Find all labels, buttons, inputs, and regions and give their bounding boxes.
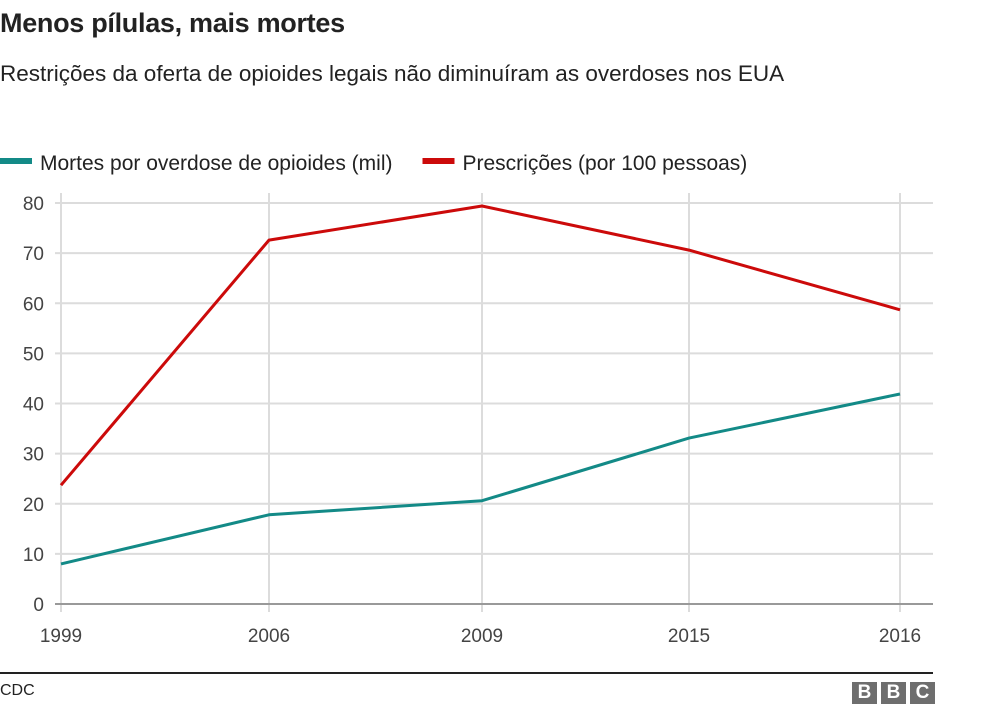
y-tick-label: 30 [23, 445, 44, 466]
x-tick-label: 2016 [879, 626, 921, 647]
legend-label: Prescrições (por 100 pessoas) [463, 152, 748, 175]
y-tick-label: 80 [23, 194, 44, 215]
y-tick-label: 0 [33, 595, 44, 616]
legend-swatch [422, 158, 455, 164]
y-tick-label: 60 [23, 294, 44, 315]
legend-label: Mortes por overdose de opioides (mil) [40, 152, 393, 175]
y-tick-label: 40 [23, 395, 44, 416]
legend-swatch [0, 158, 32, 164]
series-line [59, 204, 901, 487]
chart-title: Menos pílulas, mais mortes [0, 8, 345, 38]
x-tick-label: 2006 [248, 626, 290, 647]
x-tick-label: 2015 [668, 626, 710, 647]
x-tick-label: 2009 [461, 626, 503, 647]
y-tick-label: 70 [23, 244, 44, 265]
source-label: CDC [0, 682, 35, 699]
y-tick-label: 20 [23, 495, 44, 516]
chart-subtitle: Restrições da oferta de opioides legais … [0, 61, 785, 86]
series-line [60, 392, 901, 566]
y-tick-label: 50 [23, 344, 44, 365]
y-tick-label: 10 [23, 545, 44, 566]
x-tick-label: 1999 [40, 626, 82, 647]
